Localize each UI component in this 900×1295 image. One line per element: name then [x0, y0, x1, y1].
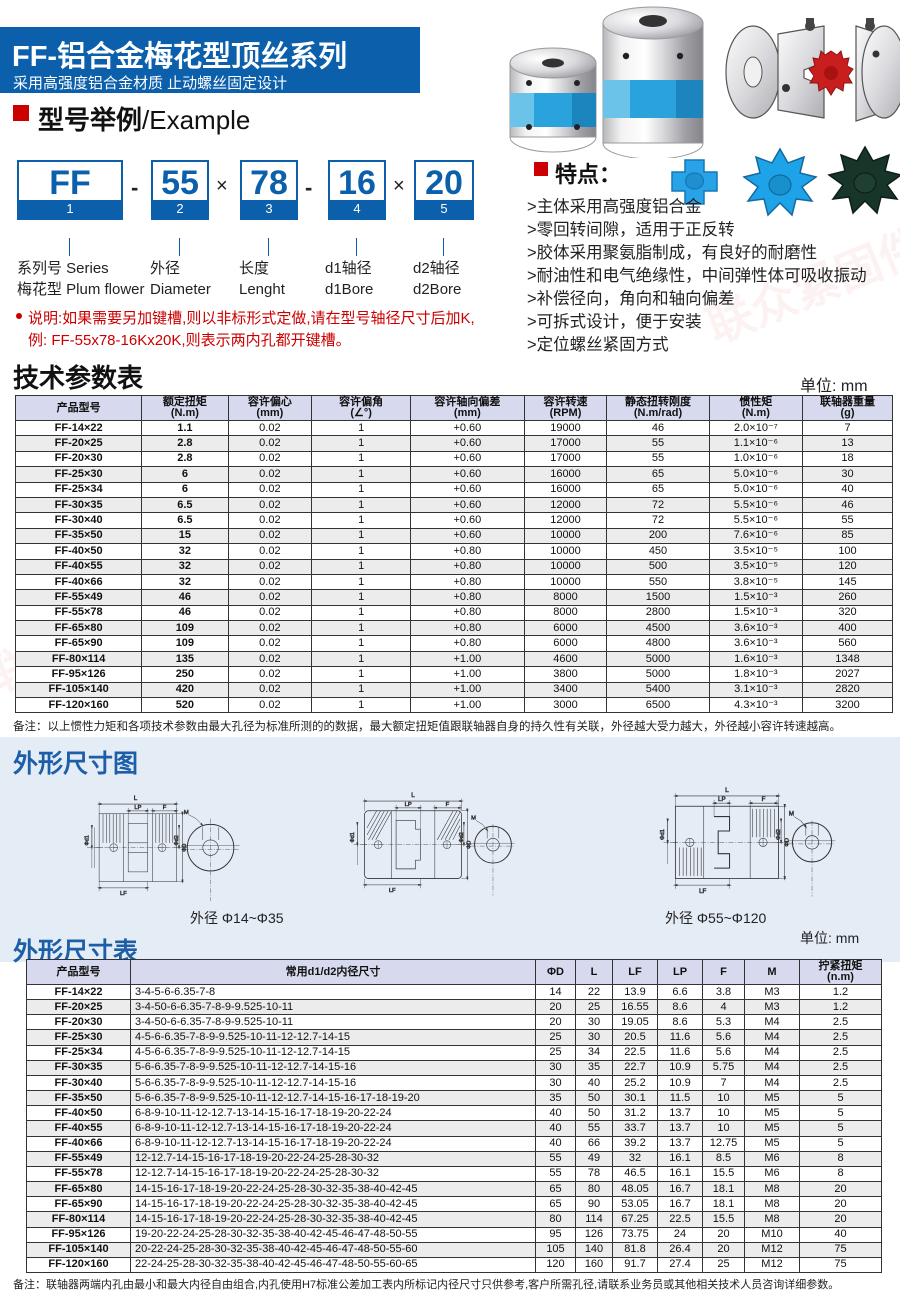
- svg-text:Φd2: Φd2: [459, 832, 465, 842]
- svg-text:Φd2: Φd2: [776, 829, 782, 840]
- svg-text:LP: LP: [718, 796, 726, 803]
- svg-text:M: M: [471, 815, 476, 821]
- svg-text:LF: LF: [120, 891, 127, 897]
- svg-text:M: M: [789, 811, 794, 818]
- svg-text:L: L: [411, 792, 415, 799]
- svg-text:LP: LP: [405, 802, 412, 808]
- svg-text:Φd1: Φd1: [350, 832, 356, 842]
- svg-text:L: L: [134, 795, 138, 802]
- svg-text:M: M: [184, 810, 189, 816]
- svg-text:Φd1: Φd1: [660, 829, 666, 840]
- svg-text:Φd1: Φd1: [84, 835, 90, 845]
- svg-text:L: L: [725, 787, 729, 794]
- svg-text:LP: LP: [134, 805, 141, 811]
- svg-text:F: F: [446, 802, 450, 808]
- svg-text:ΦD: ΦD: [467, 840, 473, 848]
- svg-text:F: F: [163, 805, 167, 811]
- svg-text:LF: LF: [389, 888, 396, 894]
- svg-text:LF: LF: [699, 888, 706, 895]
- svg-text:F: F: [762, 796, 766, 803]
- svg-text:Φd2: Φd2: [174, 835, 180, 845]
- svg-text:ΦD: ΦD: [784, 838, 790, 847]
